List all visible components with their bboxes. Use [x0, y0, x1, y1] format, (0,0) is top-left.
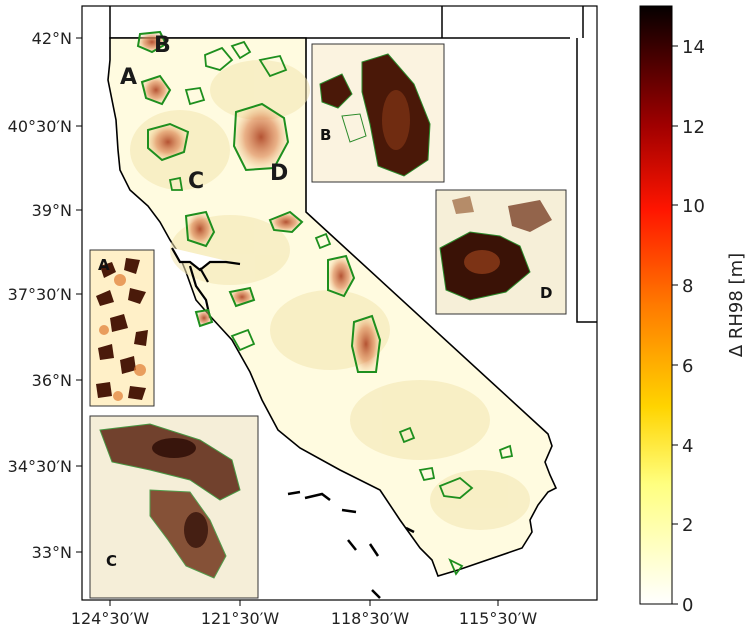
lat-tick-label: 39°N — [32, 201, 72, 220]
fire-patches — [136, 30, 514, 576]
colorbar-tick: 12 — [682, 117, 705, 138]
colorbar-tick: 8 — [682, 276, 693, 297]
colorbar-tick: 4 — [682, 436, 693, 457]
map-panel: A B D — [81, 5, 598, 601]
lat-tick-label: 33°N — [32, 543, 72, 562]
site-label-b: B — [154, 33, 171, 58]
inset-a: A — [89, 249, 155, 407]
site-label-c: C — [188, 169, 204, 194]
colorbar-tick: 6 — [682, 356, 693, 377]
colorbar-gradient — [639, 5, 673, 605]
lat-tick-label: 36°N — [32, 371, 72, 390]
colorbar-title: Δ RH98 [m] — [726, 253, 747, 357]
lat-tick-label: 42°N — [32, 29, 72, 48]
lon-tick-label: 115°30′W — [459, 609, 538, 628]
inset-label-d: D — [540, 284, 552, 302]
lon-tick-label: 118°30′W — [331, 609, 410, 628]
inset-c: C — [89, 415, 259, 599]
inset-d-texture — [439, 196, 552, 301]
lon-tick-label: 124°30′W — [71, 609, 150, 628]
colorbar-tick: 0 — [682, 595, 693, 616]
lon-tick-label: 121°30′W — [201, 609, 280, 628]
latitude-axis: 42°N 40°30′N 39°N 37°30′N 36°N 34°30′N 3… — [8, 29, 82, 562]
bay-area — [171, 247, 241, 319]
inset-c-texture — [99, 423, 241, 579]
colorbar-tick: 2 — [682, 515, 693, 536]
lat-tick-label: 34°30′N — [8, 457, 72, 476]
site-label-a: A — [120, 65, 137, 90]
inset-d: D — [435, 189, 567, 315]
inset-b-texture — [319, 53, 431, 177]
inset-b: B — [311, 43, 445, 183]
colorbar-tick: 10 — [682, 196, 705, 217]
inset-label-a: A — [98, 256, 110, 274]
colorbar: 0 2 4 6 8 10 12 14 Δ RH98 [m] — [639, 5, 747, 616]
inset-a-texture — [96, 258, 148, 400]
inset-label-c: C — [106, 552, 117, 570]
longitude-axis: 124°30′W 121°30′W 118°30′W 115°30′W — [71, 600, 538, 628]
nevada-utah-border — [576, 38, 597, 323]
lat-tick-label: 40°30′N — [8, 117, 72, 136]
inset-label-b: B — [320, 126, 331, 144]
site-label-d: D — [270, 161, 288, 186]
colorbar-tick: 14 — [682, 37, 705, 58]
channel-islands — [287, 490, 415, 599]
lat-tick-label: 37°30′N — [8, 285, 72, 304]
